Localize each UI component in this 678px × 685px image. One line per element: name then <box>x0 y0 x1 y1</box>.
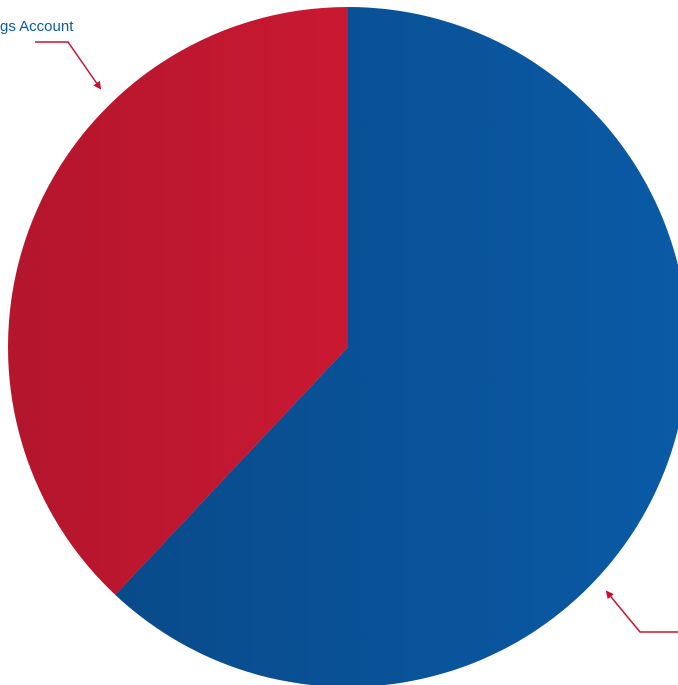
slice-label: gs Account <box>0 18 74 35</box>
pie <box>8 7 678 685</box>
label-arrow <box>35 41 102 90</box>
label-arrow <box>605 590 678 633</box>
